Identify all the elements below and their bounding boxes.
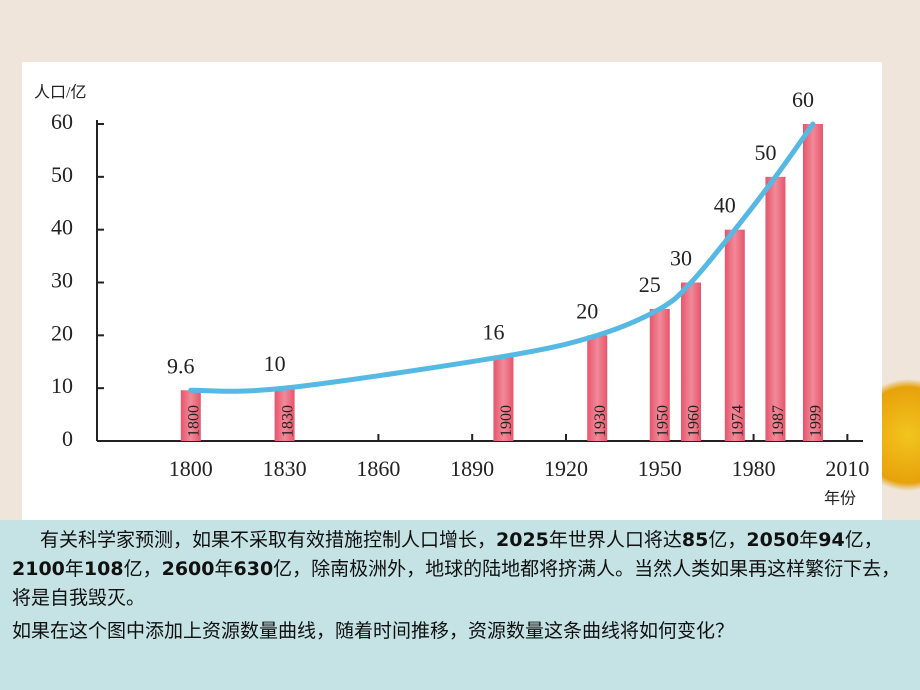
bar-year-label: 1900 <box>498 405 515 437</box>
x-tick-label: 1830 <box>263 456 307 481</box>
x-tick-label: 1950 <box>638 456 682 481</box>
text-run: 108 <box>83 558 124 580</box>
bar <box>587 335 608 441</box>
text-run: 年 <box>64 558 84 580</box>
text-run: 94 <box>818 529 845 551</box>
flower-decoration <box>880 360 920 510</box>
value-label: 25 <box>639 272 661 297</box>
x-tick-label: 1860 <box>356 456 400 481</box>
y-tick-label: 40 <box>51 215 73 240</box>
bar-year-label: 1999 <box>808 405 825 437</box>
y-tick-label: 0 <box>62 426 73 451</box>
bar-year-label: 1830 <box>279 405 296 437</box>
y-axis-label: 人口/亿 <box>34 84 86 102</box>
value-label: 16 <box>482 320 504 345</box>
x-tick-label: 1980 <box>732 456 776 481</box>
text-run: 有关科学家预测，如果不采取有效措施控制人口增长， <box>40 529 497 551</box>
bar <box>681 282 702 441</box>
bar <box>765 176 786 441</box>
value-label: 30 <box>670 246 692 271</box>
x-tick-label: 1800 <box>169 456 213 481</box>
text-run: 亿，除南极洲外，地球的陆地都将挤满人。当然人类如果再这样繁衍下去，将是自我毁灭。 <box>12 558 901 609</box>
text-run: 亿， <box>844 529 883 551</box>
x-tick-label: 1920 <box>544 456 588 481</box>
y-tick-label: 60 <box>51 109 73 134</box>
value-label: 10 <box>264 351 286 376</box>
y-tick-label: 20 <box>51 320 73 345</box>
text-run: 亿， <box>708 529 747 551</box>
bar <box>274 388 295 441</box>
text-run: 如果在这个图中添加上资源数量曲线，随着时间推移，资源数量这条曲线将如何变化？ <box>12 620 735 642</box>
bar <box>180 390 201 441</box>
text-run: 年 <box>214 558 234 580</box>
text-run: 2100 <box>12 558 65 580</box>
text-run: 亿， <box>123 558 162 580</box>
bar-year-label: 1800 <box>185 405 202 437</box>
text-run: 年世界人口将达 <box>548 529 682 551</box>
text-run: 85 <box>681 529 709 551</box>
x-axis-label: 年份 <box>824 490 856 508</box>
value-label: 60 <box>792 87 814 112</box>
x-tick-label: 2010 <box>825 456 869 481</box>
bar <box>493 356 514 441</box>
bar-year-label: 1974 <box>729 405 746 437</box>
bar-year-label: 1960 <box>686 405 703 437</box>
value-label: 9.6 <box>167 353 195 378</box>
bar-year-label: 1987 <box>770 405 787 437</box>
text-box: 有关科学家预测，如果不采取有效措施控制人口增长，2025年世界人口将达85亿，2… <box>0 520 920 690</box>
text-run: 年 <box>799 529 819 551</box>
y-tick-label: 30 <box>51 268 73 293</box>
bar <box>802 124 823 441</box>
value-label: 20 <box>576 298 598 323</box>
bar-year-label: 1950 <box>654 405 671 437</box>
paragraph: 有关科学家预测，如果不采取有效措施控制人口增长，2025年世界人口将达85亿，2… <box>12 526 906 613</box>
text-run: 2050 <box>746 529 800 551</box>
text-run: 630 <box>233 558 274 580</box>
y-tick-label: 10 <box>51 373 73 398</box>
bar <box>724 229 745 441</box>
value-label: 40 <box>714 193 736 218</box>
population-curve <box>188 121 816 394</box>
paragraph: 如果在这个图中添加上资源数量曲线，随着时间推移，资源数量这条曲线将如何变化？ <box>12 617 906 646</box>
text-run: 2025 <box>496 529 549 551</box>
bar <box>649 308 670 441</box>
value-label: 50 <box>754 140 776 165</box>
x-tick-label: 1890 <box>450 456 494 481</box>
text-run: 2600 <box>161 558 215 580</box>
bar-year-label: 1930 <box>592 405 609 437</box>
chart: 人口/亿 年份 0 10 20 30 40 50 60 1800 1830 1860 1890 192… <box>22 62 882 520</box>
y-tick-label: 50 <box>51 162 73 187</box>
